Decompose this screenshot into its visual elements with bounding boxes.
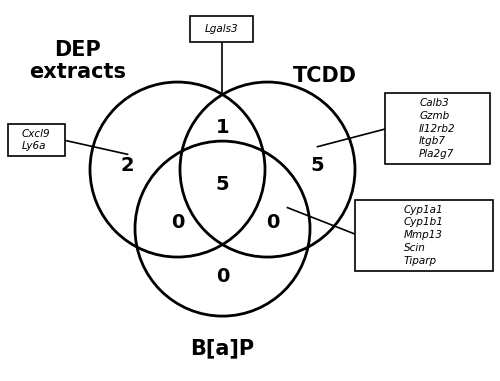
Text: 5: 5	[216, 175, 230, 194]
Ellipse shape	[90, 82, 265, 257]
Text: 2: 2	[120, 156, 134, 175]
Text: Calb3
Gzmb
Il12rb2
Itgb7
Pla2g7: Calb3 Gzmb Il12rb2 Itgb7 Pla2g7	[419, 98, 456, 159]
Text: 0: 0	[171, 213, 184, 232]
Text: 5: 5	[310, 156, 324, 175]
Text: 1: 1	[216, 118, 230, 137]
Ellipse shape	[135, 141, 310, 316]
Text: Lgals3: Lgals3	[204, 24, 238, 34]
FancyBboxPatch shape	[355, 200, 492, 271]
Text: 0: 0	[266, 213, 279, 232]
Text: Cxcl9
Ly6a: Cxcl9 Ly6a	[22, 129, 50, 151]
Text: B[a]P: B[a]P	[190, 339, 254, 359]
Text: Cyp1a1
Cyp1b1
Mmp13
Scin
Tiparp: Cyp1a1 Cyp1b1 Mmp13 Scin Tiparp	[404, 205, 444, 266]
Text: DEP
extracts: DEP extracts	[29, 40, 126, 82]
FancyBboxPatch shape	[8, 124, 65, 156]
FancyBboxPatch shape	[385, 93, 490, 164]
Ellipse shape	[180, 82, 355, 257]
Text: 0: 0	[216, 267, 229, 286]
FancyBboxPatch shape	[190, 16, 252, 42]
Text: TCDD: TCDD	[293, 66, 357, 86]
